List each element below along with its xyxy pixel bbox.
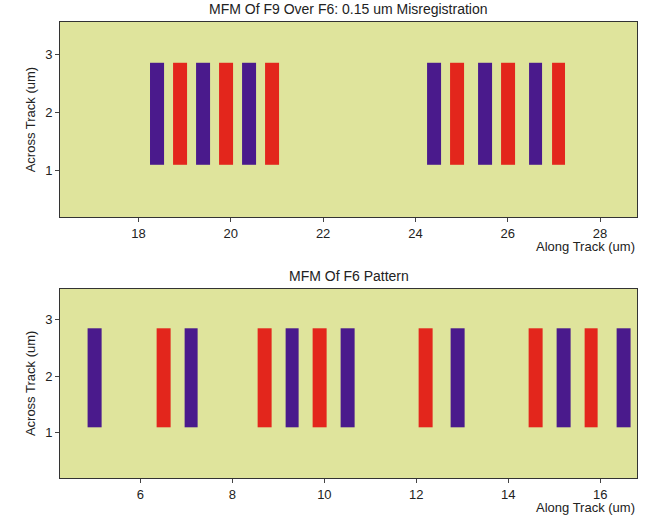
svg-text:16: 16	[593, 487, 607, 502]
svg-text:1: 1	[45, 163, 52, 178]
svg-text:20: 20	[224, 226, 238, 241]
svg-text:Across Track (um): Across Track (um)	[23, 67, 38, 172]
svg-text:MFM Of F6 Pattern: MFM Of F6 Pattern	[289, 268, 409, 284]
svg-text:MFM Of F9 Over F6: 0.15 um Mis: MFM Of F9 Over F6: 0.15 um Misregistrati…	[209, 1, 488, 17]
svg-text:Along Track (um): Along Track (um)	[536, 500, 635, 515]
svg-text:Along Track (um): Along Track (um)	[536, 239, 635, 254]
svg-text:18: 18	[131, 226, 145, 241]
svg-text:Across Track (um): Across Track (um)	[23, 331, 38, 436]
svg-text:12: 12	[409, 487, 423, 502]
svg-text:14: 14	[501, 487, 515, 502]
svg-text:28: 28	[593, 226, 607, 241]
svg-text:1: 1	[45, 425, 52, 440]
svg-text:3: 3	[45, 312, 52, 327]
svg-text:10: 10	[317, 487, 331, 502]
svg-text:8: 8	[229, 487, 236, 502]
svg-text:6: 6	[137, 487, 144, 502]
svg-text:2: 2	[45, 105, 52, 120]
svg-text:26: 26	[501, 226, 515, 241]
svg-text:22: 22	[316, 226, 330, 241]
svg-text:2: 2	[45, 369, 52, 384]
svg-text:24: 24	[408, 226, 422, 241]
svg-text:3: 3	[45, 47, 52, 62]
